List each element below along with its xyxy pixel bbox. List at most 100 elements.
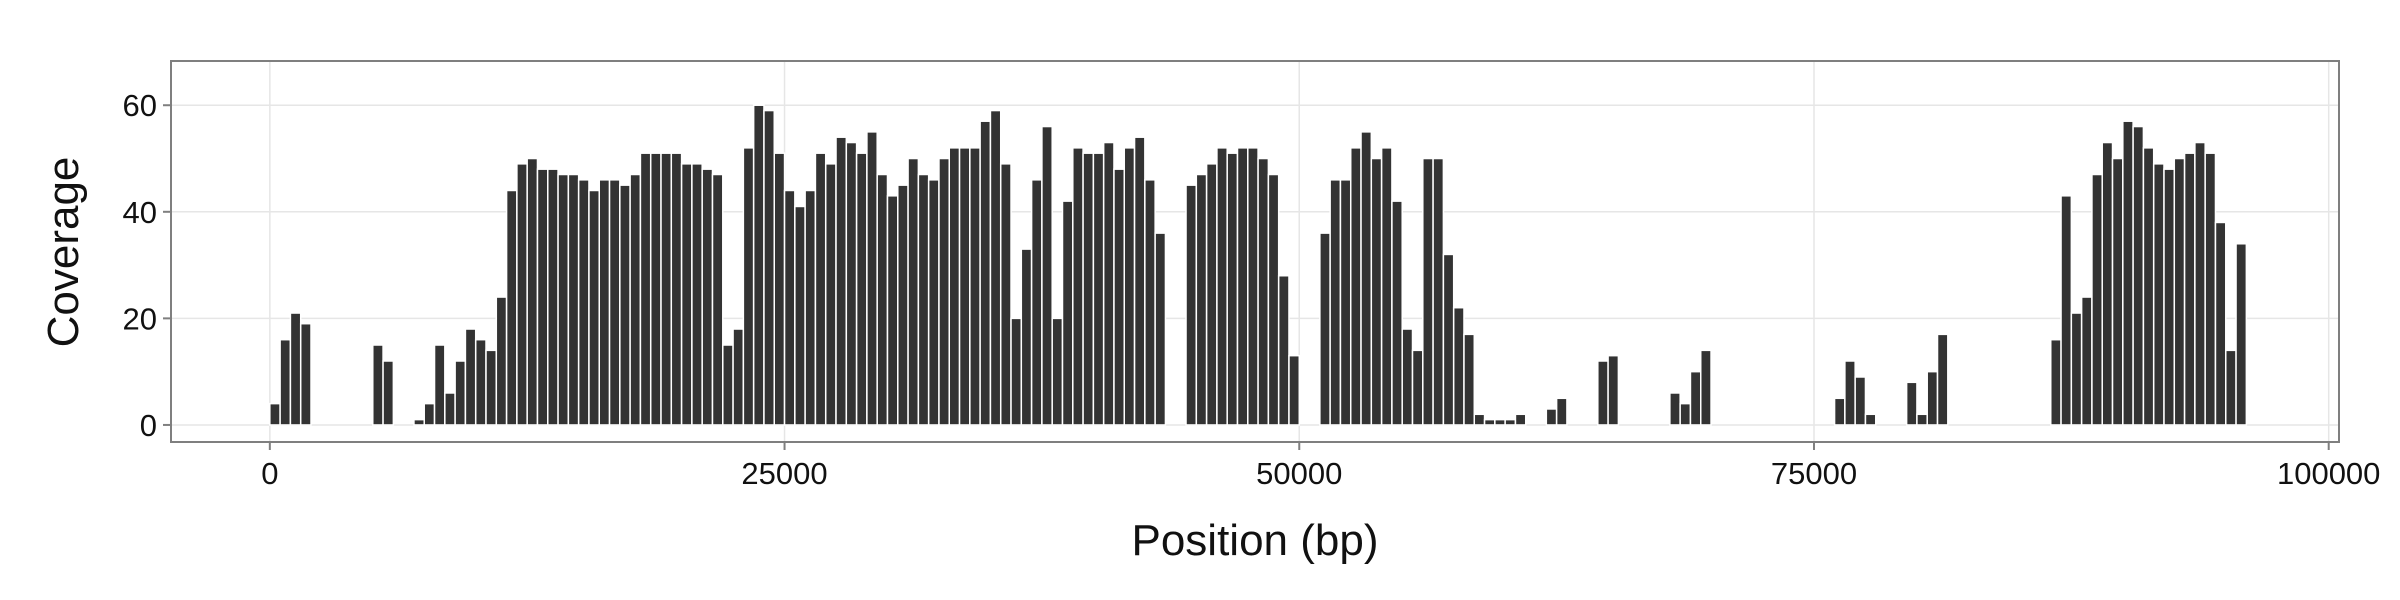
bar	[691, 163, 703, 426]
bar	[660, 152, 673, 426]
bar	[608, 179, 621, 426]
bar	[1391, 200, 1403, 426]
bar	[1483, 418, 1496, 426]
bar	[269, 402, 281, 426]
bar	[444, 392, 456, 426]
bar	[454, 360, 467, 426]
bar	[1349, 147, 1362, 426]
bar	[814, 152, 827, 426]
bar	[917, 173, 930, 426]
bar	[1494, 418, 1506, 426]
bar	[1082, 152, 1095, 426]
bar	[2183, 152, 2196, 426]
bar	[505, 189, 518, 426]
bar	[1339, 179, 1352, 426]
bar	[649, 152, 662, 426]
bar	[1360, 131, 1373, 426]
bar	[1432, 157, 1445, 426]
bar	[1833, 397, 1846, 426]
bar	[1905, 381, 1918, 426]
bar	[897, 184, 909, 426]
bar	[474, 338, 487, 426]
bar	[680, 163, 693, 426]
x-tick-label: 50000	[1256, 456, 1342, 491]
bar	[1844, 360, 1856, 426]
bar	[2111, 157, 2124, 426]
bar	[948, 147, 961, 426]
bar	[1216, 147, 1228, 426]
bar	[969, 147, 981, 426]
bar	[1679, 402, 1692, 426]
bar	[1288, 354, 1301, 426]
x-tick-label: 0	[261, 456, 278, 491]
bar	[1926, 370, 1939, 426]
bar	[2163, 168, 2176, 426]
bar	[1442, 253, 1455, 426]
bar	[773, 152, 786, 426]
bar	[1030, 179, 1043, 426]
bar	[876, 173, 889, 426]
bar	[989, 109, 1002, 426]
bar	[423, 402, 436, 426]
bar	[835, 136, 848, 426]
bar	[1247, 147, 1259, 426]
bar	[2225, 349, 2237, 426]
bar	[629, 173, 642, 426]
bar	[526, 157, 539, 426]
bar	[1010, 317, 1023, 426]
bar	[1597, 360, 1609, 426]
bar	[794, 205, 806, 426]
bar	[1154, 232, 1167, 426]
bar	[1205, 163, 1218, 426]
bar	[1607, 354, 1620, 426]
bar	[1699, 349, 1712, 426]
bar	[413, 418, 425, 426]
bar	[1916, 413, 1928, 426]
bar	[2204, 152, 2217, 426]
bar	[598, 179, 611, 426]
bar	[1689, 370, 1702, 426]
bar	[464, 328, 477, 426]
bar	[1195, 173, 1208, 426]
bar	[938, 157, 951, 426]
bar	[485, 349, 498, 426]
bar	[783, 189, 796, 426]
bar	[619, 184, 631, 426]
bar	[1329, 179, 1342, 426]
x-tick-label: 100000	[2277, 456, 2380, 491]
bar	[845, 141, 858, 426]
bar	[2060, 195, 2073, 426]
bar	[1072, 147, 1084, 426]
bar	[1473, 413, 1486, 426]
bar	[1854, 376, 1867, 426]
bar	[1463, 333, 1476, 426]
bar	[2091, 173, 2103, 426]
x-tick-label: 75000	[1771, 456, 1857, 491]
bar	[1061, 200, 1074, 426]
bar	[824, 163, 837, 426]
bar	[1504, 418, 1517, 426]
bar	[866, 131, 878, 426]
bar	[1185, 184, 1198, 426]
y-tick-label: 20	[123, 301, 157, 336]
bar	[711, 173, 724, 426]
bar	[722, 344, 734, 426]
bar	[670, 152, 683, 426]
bar	[1020, 248, 1033, 426]
bar	[433, 344, 446, 426]
bar	[1226, 152, 1239, 426]
bar	[1133, 136, 1146, 426]
bar	[495, 296, 508, 426]
bar	[2050, 338, 2062, 426]
bar	[1144, 179, 1156, 426]
bar	[763, 109, 776, 426]
bar	[588, 189, 600, 426]
bar	[1452, 306, 1465, 426]
bar	[1277, 274, 1290, 426]
bar	[804, 189, 817, 426]
y-tick-label: 60	[123, 88, 157, 123]
bar	[2235, 243, 2248, 426]
bar	[979, 120, 992, 426]
bar	[567, 173, 580, 426]
bar	[1267, 173, 1280, 426]
